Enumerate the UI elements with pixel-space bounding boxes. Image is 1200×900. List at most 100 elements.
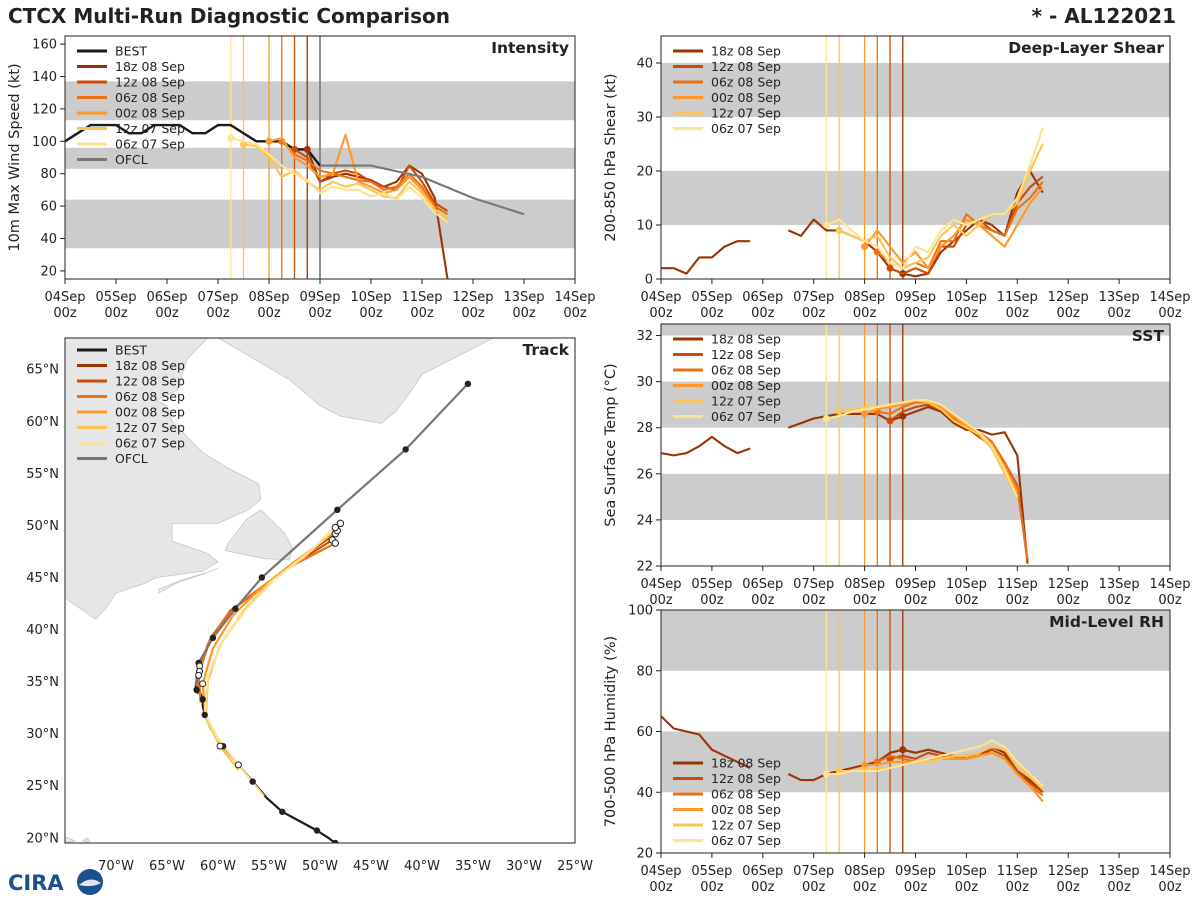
series-line-12z-07-sep bbox=[243, 143, 449, 220]
series-line-18z-08-sep bbox=[902, 405, 1029, 564]
x-tick-day: 14Sep bbox=[554, 290, 595, 305]
shaded-band bbox=[661, 473, 1170, 520]
y-tick-label: 140 bbox=[32, 70, 57, 85]
x-tick-hour: 00z bbox=[904, 880, 928, 895]
x-tick-day: 11Sep bbox=[997, 290, 1038, 305]
ofcl-position-marker bbox=[334, 506, 341, 514]
ofcl-position-marker bbox=[464, 380, 472, 388]
series-line-06z-08-sep bbox=[877, 401, 1029, 560]
legend-label: 18z 08 Sep bbox=[711, 756, 781, 771]
y-tick-label: 28 bbox=[636, 421, 653, 436]
x-tick-hour: 00z bbox=[563, 306, 587, 321]
series-line-06z-07-sep bbox=[825, 127, 1044, 270]
x-tick-day: 10Sep bbox=[350, 290, 391, 305]
legend-label: 06z 08 Sep bbox=[711, 75, 781, 90]
shaded-band bbox=[661, 171, 1170, 225]
x-tick-day: 10Sep bbox=[946, 577, 987, 592]
x-tick-hour: 00z bbox=[802, 593, 826, 608]
x-tick-day: 06Sep bbox=[146, 290, 187, 305]
y-tick-label: 10 bbox=[636, 219, 653, 234]
legend-label: 00z 08 Sep bbox=[115, 405, 185, 420]
x-tick-day: 14Sep bbox=[1149, 290, 1190, 305]
track-line-06z-07-sep bbox=[203, 522, 342, 797]
x-tick-day: 08Sep bbox=[844, 290, 885, 305]
series-line-12z-07-sep bbox=[838, 399, 1019, 498]
y-tick-label: 22 bbox=[636, 560, 653, 575]
x-tick-day: 13Sep bbox=[1099, 577, 1140, 592]
x-tick-hour: 00z bbox=[1057, 593, 1081, 608]
x-tick-hour: 00z bbox=[904, 306, 928, 321]
y-tick-label: 60°N bbox=[26, 415, 59, 430]
legend-label: OFCL bbox=[115, 451, 148, 466]
forecast-end-marker bbox=[331, 539, 339, 547]
forecast-end-marker bbox=[331, 523, 339, 532]
y-tick-label: 45°N bbox=[26, 571, 59, 586]
land-mass bbox=[65, 836, 77, 843]
x-tick-day: 05Sep bbox=[95, 290, 136, 305]
x-tick-day: 12Sep bbox=[452, 290, 493, 305]
x-tick-hour: 00z bbox=[1006, 593, 1030, 608]
legend-label: 06z 07 Sep bbox=[711, 121, 781, 136]
forecast-marker bbox=[234, 761, 242, 769]
x-tick-hour: 00z bbox=[308, 306, 332, 321]
x-tick-day: 13Sep bbox=[1099, 290, 1140, 305]
init-marker bbox=[899, 412, 907, 420]
legend-label: 18z 08 Sep bbox=[115, 358, 185, 373]
y-tick-label: 60 bbox=[40, 200, 57, 215]
x-tick-hour: 00z bbox=[359, 306, 383, 321]
y-tick-label: 100 bbox=[32, 135, 57, 150]
x-tick-day: 06Sep bbox=[742, 290, 783, 305]
x-tick-day: 13Sep bbox=[1099, 864, 1140, 879]
y-axis-label: 200-850 hPa Shear (kt) bbox=[603, 73, 619, 241]
x-tick-day: 08Sep bbox=[844, 577, 885, 592]
x-tick-day: 14Sep bbox=[1149, 577, 1190, 592]
x-tick-day: 07Sep bbox=[793, 290, 834, 305]
y-tick-label: 55°N bbox=[26, 467, 59, 482]
y-tick-label: 100 bbox=[628, 604, 653, 619]
track-map bbox=[65, 338, 575, 843]
y-tick-label: 25°N bbox=[26, 779, 59, 794]
x-tick-hour: 00z bbox=[206, 306, 230, 321]
x-tick-day: 12Sep bbox=[1048, 864, 1089, 879]
best-position-marker bbox=[201, 711, 208, 719]
page-title: CTCX Multi-Run Diagnostic Comparison bbox=[8, 4, 450, 28]
best-position-marker bbox=[193, 686, 200, 694]
legend-label: 00z 08 Sep bbox=[115, 106, 185, 121]
best-position-marker bbox=[313, 827, 321, 834]
land-mass bbox=[217, 338, 494, 424]
y-tick-label: 40°N bbox=[26, 623, 59, 638]
x-tick-day: 11Sep bbox=[997, 577, 1038, 592]
legend-label: 06z 07 Sep bbox=[711, 833, 781, 848]
best-position-marker bbox=[199, 696, 206, 703]
x-tick-hour: 00z bbox=[1006, 306, 1030, 321]
panel-title: SST bbox=[1132, 327, 1165, 345]
y-tick-label: 80 bbox=[636, 664, 653, 679]
panel-title: Deep-Layer Shear bbox=[1008, 39, 1164, 57]
x-tick-hour: 00z bbox=[53, 306, 77, 321]
x-tick-hour: 00z bbox=[751, 306, 775, 321]
x-tick-hour: 00z bbox=[802, 880, 826, 895]
track-line-ofcl bbox=[194, 383, 469, 686]
series-line-best bbox=[64, 123, 321, 167]
x-tick-hour: 00z bbox=[1057, 306, 1081, 321]
y-tick-label: 32 bbox=[636, 329, 653, 344]
y-tick-label: 24 bbox=[636, 513, 653, 528]
y-tick-label: 26 bbox=[636, 467, 653, 482]
x-tick-day: 04Sep bbox=[640, 577, 681, 592]
legend-label: 18z 08 Sep bbox=[711, 332, 781, 347]
x-tick-hour: 00z bbox=[649, 306, 673, 321]
panel-title: Mid-Level RH bbox=[1049, 613, 1164, 631]
legend-label: 06z 08 Sep bbox=[711, 363, 781, 378]
legend-label: BEST bbox=[115, 44, 147, 59]
legend-label: 06z 07 Sep bbox=[711, 409, 781, 424]
init-marker bbox=[861, 243, 869, 251]
x-tick-hour: 00z bbox=[853, 306, 877, 321]
x-tick-hour: 00z bbox=[1107, 306, 1131, 321]
x-tick-hour: 00z bbox=[1158, 593, 1182, 608]
series-line-history-b bbox=[787, 748, 904, 782]
shaded-band bbox=[661, 381, 1170, 428]
series-line-06z-07-sep bbox=[826, 739, 1044, 787]
y-tick-label: 120 bbox=[32, 102, 57, 117]
x-tick-day: 04Sep bbox=[640, 864, 681, 879]
init-marker bbox=[822, 770, 830, 778]
